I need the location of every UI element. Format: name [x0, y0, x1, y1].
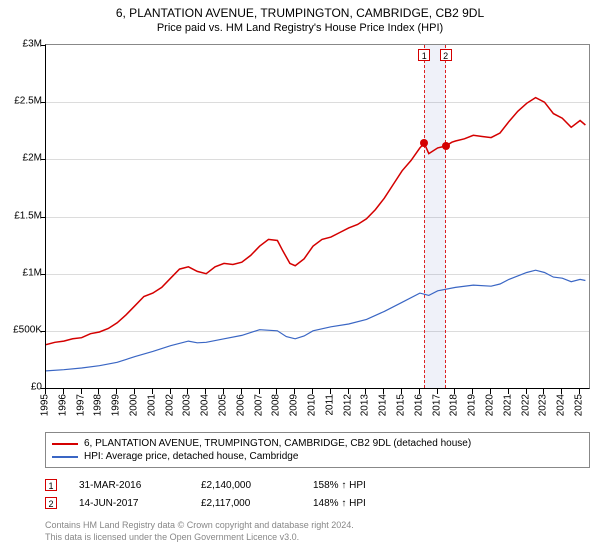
marker-label-box: 2: [440, 49, 452, 61]
x-axis-label: 2007: [253, 394, 264, 416]
marker-label-box: 1: [418, 49, 430, 61]
sale-row: 1 31-MAR-2016 £2,140,000 158% ↑ HPI: [45, 476, 590, 494]
x-axis-label: 2024: [556, 394, 567, 416]
x-axis-label: 2013: [360, 394, 371, 416]
x-axis-label: 2018: [449, 394, 460, 416]
x-axis-label: 2004: [200, 394, 211, 416]
sale-pct: 158% ↑ HPI: [313, 480, 403, 491]
x-axis-label: 2017: [431, 394, 442, 416]
x-axis-label: 2014: [378, 394, 389, 416]
marker-dot: [442, 142, 450, 150]
sale-row: 2 14-JUN-2017 £2,117,000 148% ↑ HPI: [45, 494, 590, 512]
footer-attribution: Contains HM Land Registry data © Crown c…: [45, 520, 590, 543]
plot-area: 12: [45, 44, 590, 389]
x-axis-label: 2016: [413, 394, 424, 416]
x-axis-label: 2005: [218, 394, 229, 416]
x-axis-label: 2009: [289, 394, 300, 416]
sale-amount: £2,117,000: [201, 498, 291, 509]
legend-item: HPI: Average price, detached house, Camb…: [52, 450, 583, 463]
x-axis-label: 2021: [502, 394, 513, 416]
x-axis-label: 2001: [146, 394, 157, 416]
sale-date: 14-JUN-2017: [79, 498, 179, 509]
legend-label: HPI: Average price, detached house, Camb…: [84, 451, 298, 462]
footer-line-1: Contains HM Land Registry data © Crown c…: [45, 520, 590, 532]
sale-pct: 148% ↑ HPI: [313, 498, 403, 509]
x-axis-label: 2006: [235, 394, 246, 416]
sales-table: 1 31-MAR-2016 £2,140,000 158% ↑ HPI 2 14-JUN-…: [45, 476, 590, 512]
footer-line-2: This data is licensed under the Open Gov…: [45, 532, 590, 544]
x-axis-label: 2023: [538, 394, 549, 416]
marker-dot: [420, 139, 428, 147]
legend: 6, PLANTATION AVENUE, TRUMPINGTON, CAMBR…: [45, 432, 590, 468]
chart-container: 6, PLANTATION AVENUE, TRUMPINGTON, CAMBR…: [0, 0, 600, 560]
legend-label: 6, PLANTATION AVENUE, TRUMPINGTON, CAMBR…: [84, 438, 471, 449]
x-axis-label: 2000: [129, 394, 140, 416]
legend-swatch: [52, 456, 78, 458]
x-axis-label: 2002: [164, 394, 175, 416]
line-plot: [46, 45, 589, 388]
chart-title: 6, PLANTATION AVENUE, TRUMPINGTON, CAMBR…: [0, 0, 600, 20]
x-axis-label: 2019: [467, 394, 478, 416]
x-axis-label: 2015: [396, 394, 407, 416]
legend-swatch: [52, 443, 78, 445]
legend-item: 6, PLANTATION AVENUE, TRUMPINGTON, CAMBR…: [52, 437, 583, 450]
y-axis-label: £0: [2, 382, 42, 393]
x-axis-label: 2010: [307, 394, 318, 416]
x-axis-label: 1999: [111, 394, 122, 416]
y-axis-label: £1.5M: [2, 210, 42, 221]
sale-amount: £2,140,000: [201, 480, 291, 491]
x-axis-label: 1995: [40, 394, 51, 416]
x-axis-label: 2020: [485, 394, 496, 416]
sale-date: 31-MAR-2016: [79, 480, 179, 491]
series-line: [46, 270, 585, 371]
x-axis-label: 1997: [75, 394, 86, 416]
x-axis-label: 2011: [324, 394, 335, 416]
x-axis-label: 2008: [271, 394, 282, 416]
chart-subtitle: Price paid vs. HM Land Registry's House …: [0, 20, 600, 38]
x-axis-label: 1996: [57, 394, 68, 416]
y-axis-label: £2.5M: [2, 96, 42, 107]
y-axis-label: £3M: [2, 39, 42, 50]
x-axis-label: 2022: [520, 394, 531, 416]
x-axis-label: 1998: [93, 394, 104, 416]
series-line: [46, 98, 585, 345]
y-axis-label: £2M: [2, 153, 42, 164]
x-axis-label: 2003: [182, 394, 193, 416]
y-axis-label: £1M: [2, 267, 42, 278]
sale-marker-box: 1: [45, 479, 57, 491]
x-axis-label: 2012: [342, 394, 353, 416]
y-axis-label: £500K: [2, 324, 42, 335]
sale-marker-box: 2: [45, 497, 57, 509]
x-axis-label: 2025: [574, 394, 585, 416]
